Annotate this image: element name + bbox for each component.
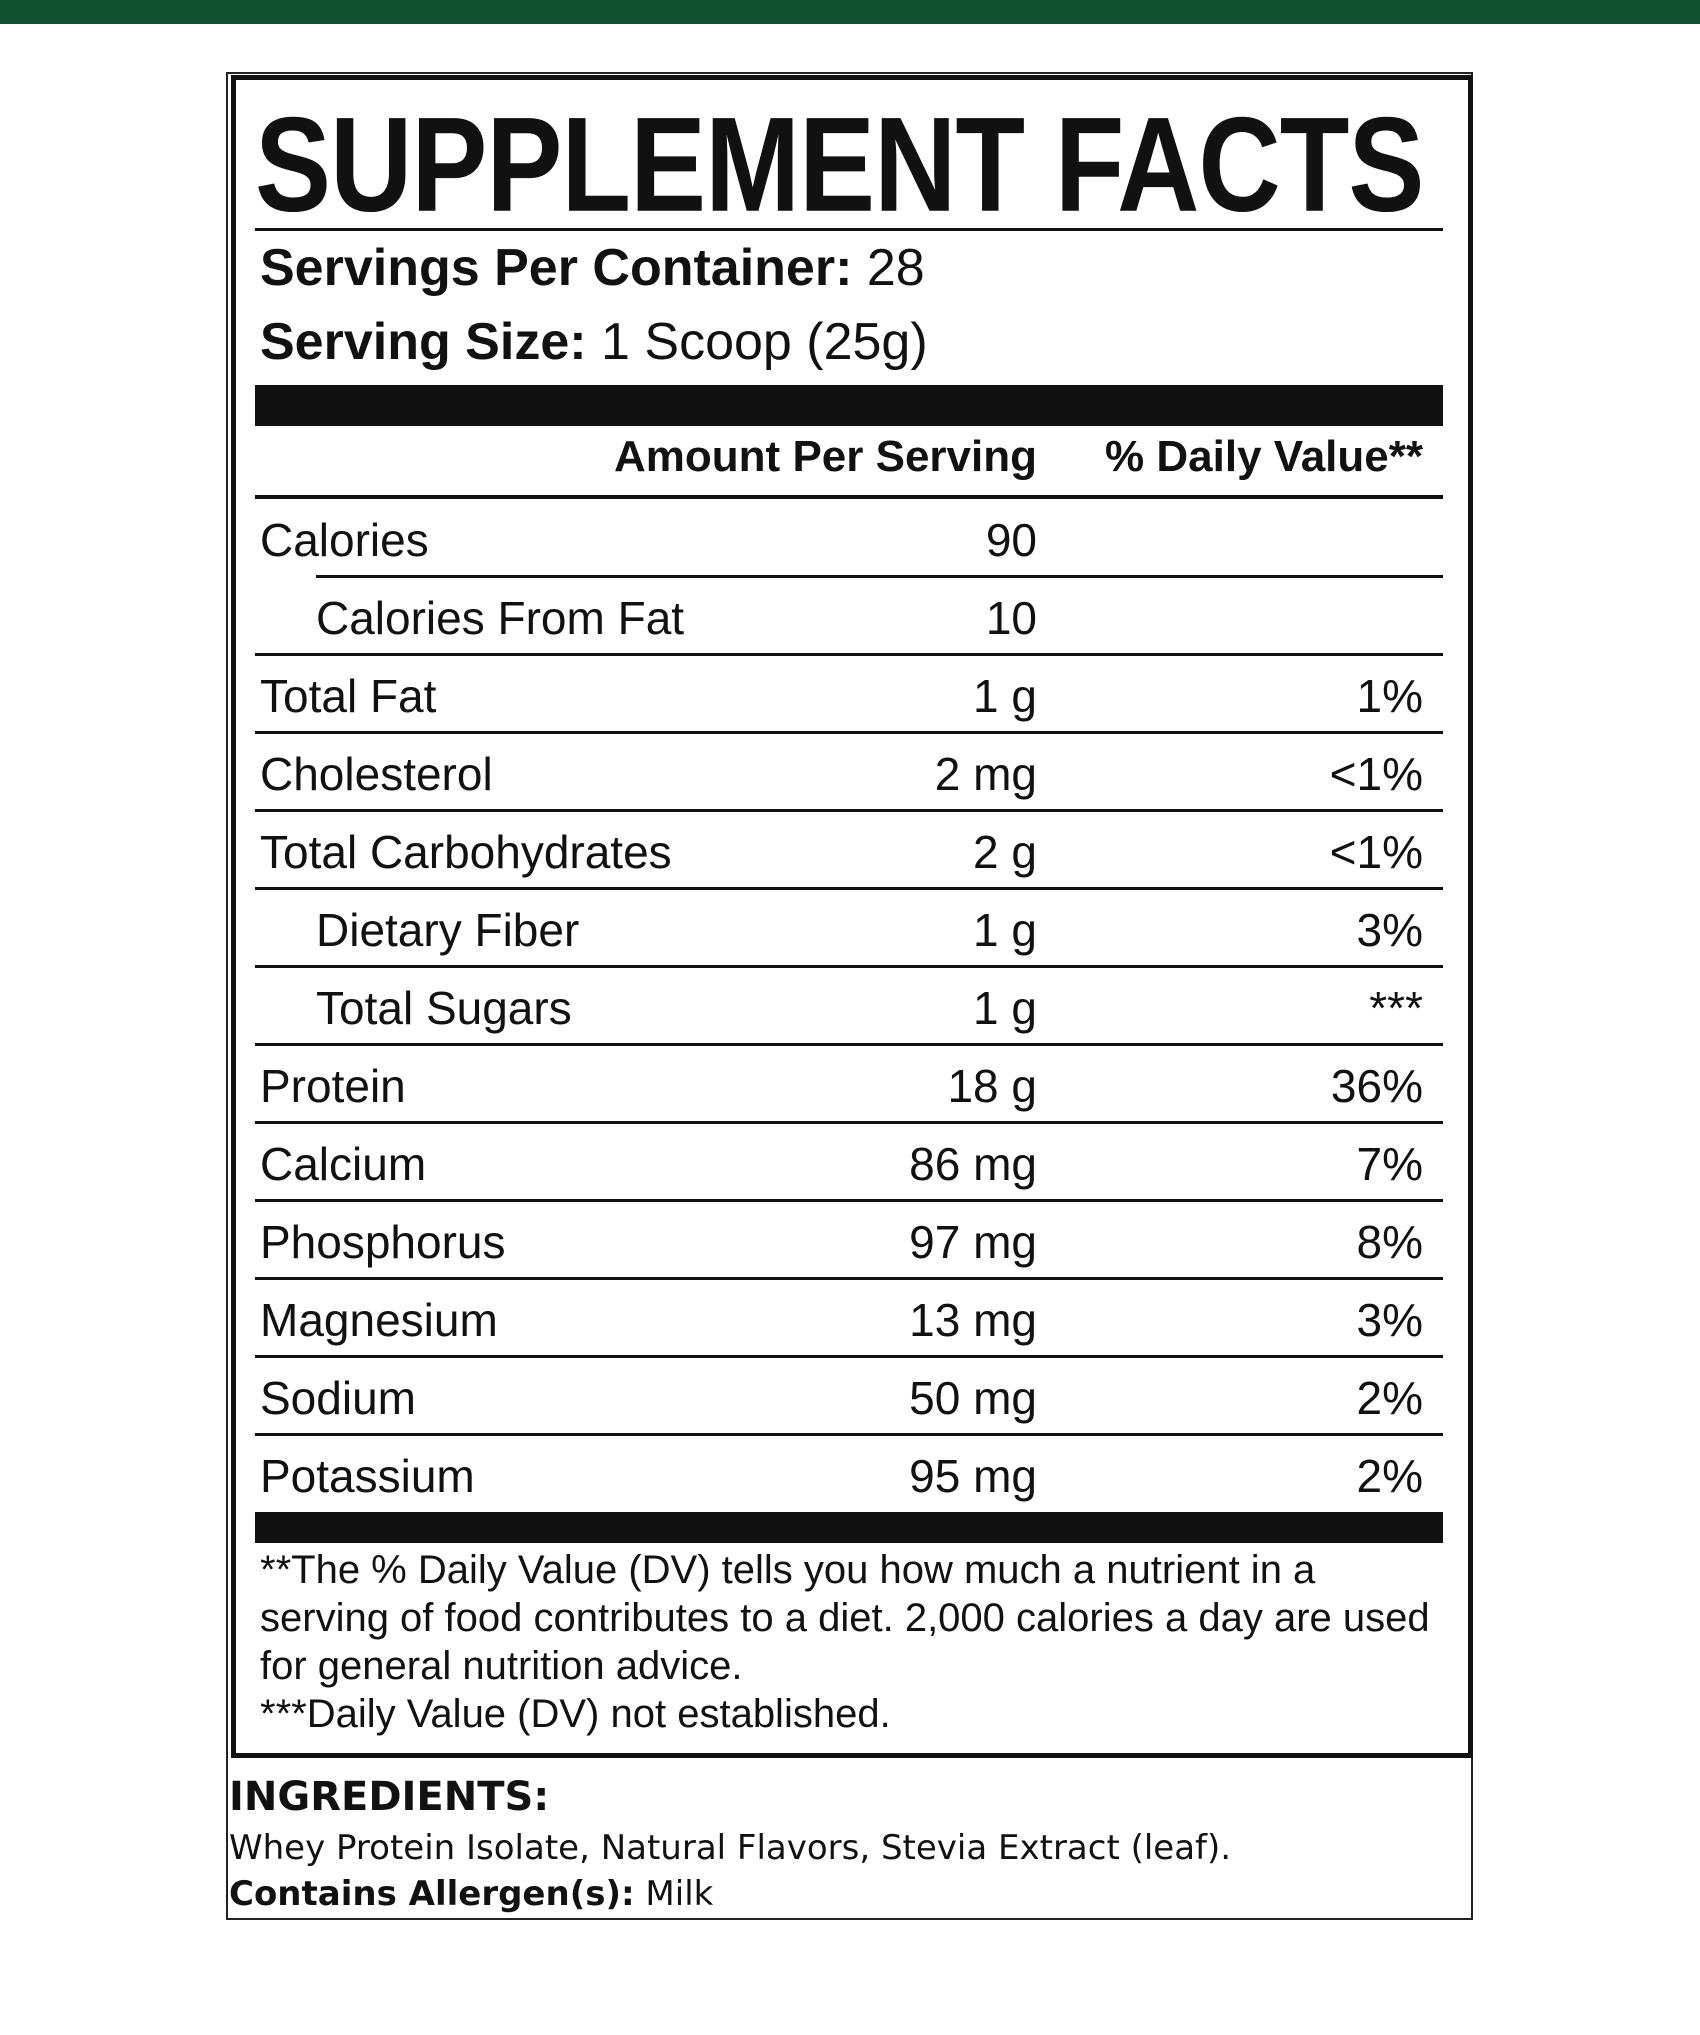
nutrient-name: Potassium [260,1450,475,1502]
row-divider [255,809,1443,812]
daily-value: 8% [1356,1216,1423,1268]
nutrient-name: Total Sugars [316,982,572,1034]
value: 28 [866,239,925,297]
row-divider [255,1121,1443,1124]
ingredients-text: Whey Protein Isolate, Natural Flavors, S… [229,1828,1232,1868]
nutrient-name: Phosphorus [260,1216,506,1268]
label: Serving Size: [260,313,587,371]
nutrient-name: Calories [260,514,429,566]
divider [255,228,1443,231]
amount: 2 mg [934,748,1037,800]
row-divider [255,1355,1443,1358]
footnote: **The % Daily Value (DV) tells you how m… [260,1548,1430,1688]
amount: 1 g [973,904,1037,956]
thick-bar [255,1512,1443,1543]
amount-header: Amount Per Serving [614,432,1037,481]
daily-value: 3% [1356,904,1423,956]
row-divider [255,653,1443,656]
nutrient-name: Calcium [260,1138,427,1190]
amount: 50 mg [909,1372,1037,1424]
nutrient-name: Dietary Fiber [316,904,580,956]
row-divider [255,1277,1443,1280]
row-divider [255,1043,1443,1046]
amount: 86 mg [909,1138,1037,1190]
allergen-value: Milk [645,1874,714,1914]
label: Servings Per Container: [260,239,853,297]
row-divider [255,887,1443,890]
daily-value: <1% [1329,748,1423,800]
allergens: Contains Allergen(s): Milk [229,1874,713,1914]
amount: 10 [985,592,1037,644]
amount: 13 mg [909,1294,1037,1346]
amount: 97 mg [909,1216,1037,1268]
amount: 18 g [947,1060,1037,1112]
daily-value: 2% [1356,1450,1423,1502]
thick-bar [255,385,1443,426]
nutrient-name: Sodium [260,1372,416,1424]
nutrient-name: Cholesterol [260,748,493,800]
value: 1 Scoop (25g) [601,313,928,371]
facts-frame [231,75,1473,1758]
amount: 95 mg [909,1450,1037,1502]
title: SUPPLEMENT FACTS [255,90,1424,241]
dv-header: % Daily Value** [1105,432,1423,481]
daily-value: *** [1369,982,1423,1034]
divider [255,495,1443,499]
row-divider [255,731,1443,734]
daily-value: <1% [1329,826,1423,878]
amount: 1 g [973,670,1037,722]
daily-value: 2% [1356,1372,1423,1424]
nutrient-name: Magnesium [260,1294,498,1346]
footnotes: **The % Daily Value (DV) tells you how m… [260,1546,1430,1738]
ingredients-label: INGREDIENTS: [229,1774,550,1820]
row-divider [255,965,1443,968]
nutrient-name: Calories From Fat [316,592,685,644]
daily-value: 36% [1330,1060,1423,1112]
amount: 2 g [973,826,1037,878]
nutrient-name: Total Carbohydrates [260,826,672,878]
daily-value: 3% [1356,1294,1423,1346]
row-divider [255,1433,1443,1436]
daily-value: 1% [1356,670,1423,722]
amount: 1 g [973,982,1037,1034]
row-divider [316,575,1443,578]
nutrient-name: Protein [260,1060,406,1112]
allergen-label: Contains Allergen(s): [229,1874,635,1914]
amount: 90 [985,514,1037,566]
nutrient-name: Total Fat [260,670,437,722]
footnote: ***Daily Value (DV) not established. [260,1692,891,1736]
row-divider [255,1199,1443,1202]
serving-size: Serving Size: 1 Scoop (25g) [260,312,928,372]
servings: Servings Per Container: 28 [260,238,925,298]
daily-value: 7% [1356,1138,1423,1190]
top-bar [0,0,1700,24]
